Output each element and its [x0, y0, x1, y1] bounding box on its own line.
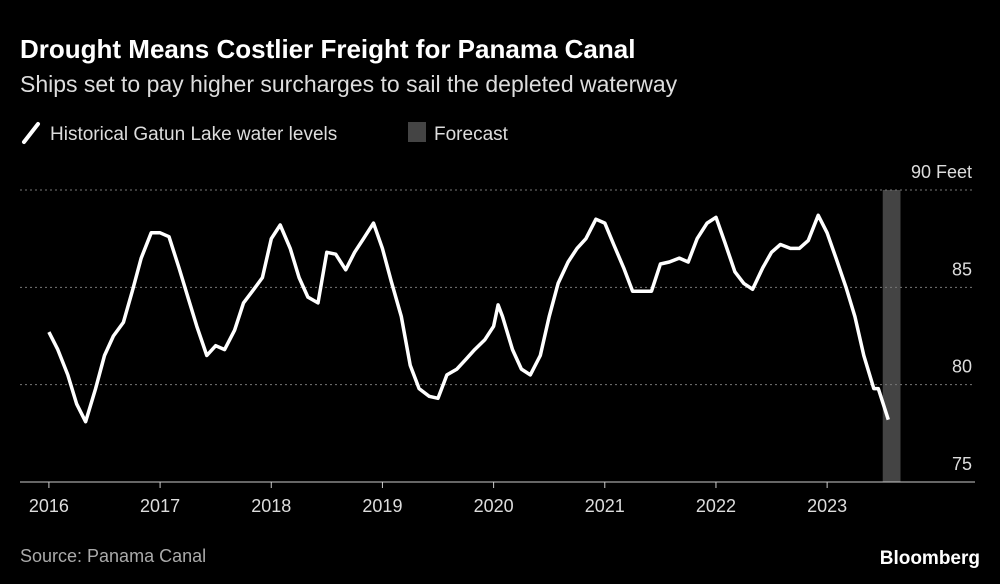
legend-label: Forecast: [434, 124, 509, 145]
legend-forecast-icon: [408, 122, 426, 142]
source: Source: Panama Canal: [20, 546, 206, 566]
data-line: [47, 213, 890, 424]
y-tick-label: 80: [952, 357, 972, 377]
x-tick-label: 2020: [474, 496, 514, 516]
brand: Bloomberg: [880, 548, 980, 569]
chart-title: Drought Means Costlier Freight for Panam…: [20, 34, 635, 64]
forecast-band: [882, 190, 901, 482]
x-tick-label: 2017: [140, 496, 180, 516]
x-tick-label: 2019: [362, 496, 402, 516]
x-tick-label: 2016: [29, 496, 69, 516]
x-tick-label: 2018: [251, 496, 291, 516]
y-tick-label: 90 Feet: [911, 162, 972, 182]
y-tick-label: 85: [952, 259, 972, 279]
x-tick-label: 2022: [696, 496, 736, 516]
x-tick-label: 2021: [585, 496, 625, 516]
legend-line-icon: [22, 122, 40, 144]
x-tick-label: 2023: [807, 496, 847, 516]
legend-label: Historical Gatun Lake water levels: [50, 124, 337, 145]
chart-subtitle: Ships set to pay higher surcharges to sa…: [20, 71, 678, 97]
y-tick-label: 75: [952, 454, 972, 474]
